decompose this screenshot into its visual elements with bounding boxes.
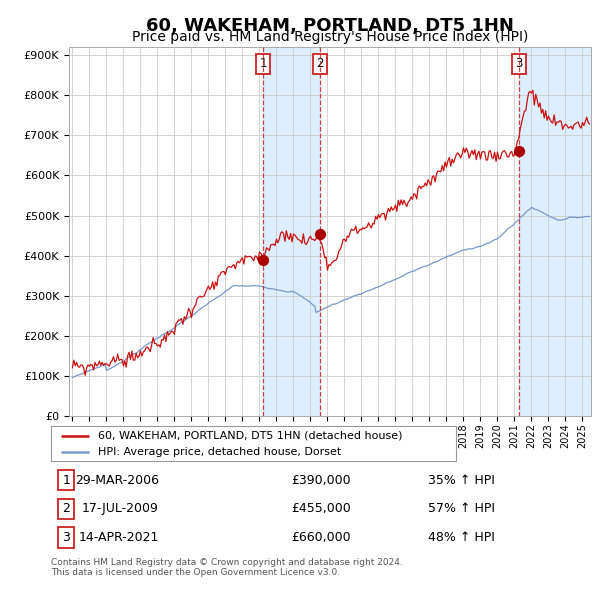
Text: 3: 3	[515, 57, 523, 70]
Text: Contains HM Land Registry data © Crown copyright and database right 2024.: Contains HM Land Registry data © Crown c…	[51, 558, 403, 566]
Text: HPI: Average price, detached house, Dorset: HPI: Average price, detached house, Dors…	[98, 447, 341, 457]
Text: 2: 2	[316, 57, 323, 70]
Text: This data is licensed under the Open Government Licence v3.0.: This data is licensed under the Open Gov…	[51, 568, 340, 576]
Text: 60, WAKEHAM, PORTLAND, DT5 1HN (detached house): 60, WAKEHAM, PORTLAND, DT5 1HN (detached…	[98, 431, 402, 441]
Text: 29-MAR-2006: 29-MAR-2006	[75, 474, 159, 487]
Text: 57% ↑ HPI: 57% ↑ HPI	[428, 502, 495, 515]
Text: £455,000: £455,000	[291, 502, 351, 515]
Text: 17-JUL-2009: 17-JUL-2009	[82, 502, 159, 515]
Text: 48% ↑ HPI: 48% ↑ HPI	[428, 531, 495, 544]
Point	[514, 147, 524, 156]
Text: Price paid vs. HM Land Registry's House Price Index (HPI): Price paid vs. HM Land Registry's House …	[132, 30, 528, 44]
Text: 14-APR-2021: 14-APR-2021	[79, 531, 159, 544]
Text: £390,000: £390,000	[291, 474, 351, 487]
Point	[315, 229, 325, 238]
Bar	[519, 47, 591, 416]
Text: 2: 2	[62, 502, 70, 515]
Text: 60, WAKEHAM, PORTLAND, DT5 1HN: 60, WAKEHAM, PORTLAND, DT5 1HN	[146, 17, 514, 35]
Bar	[263, 47, 320, 416]
Text: 1: 1	[62, 474, 70, 487]
Text: 3: 3	[62, 531, 70, 544]
Text: £660,000: £660,000	[291, 531, 351, 544]
Point	[259, 255, 268, 264]
Text: 1: 1	[260, 57, 267, 70]
Text: 35% ↑ HPI: 35% ↑ HPI	[428, 474, 495, 487]
